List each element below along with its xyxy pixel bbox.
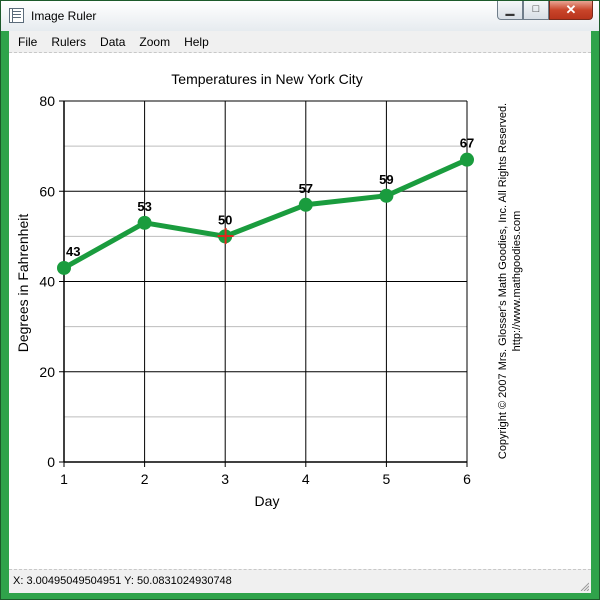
window-controls: ▁ □ ✕ bbox=[497, 1, 593, 21]
data-label: 67 bbox=[460, 136, 474, 151]
chart-axes bbox=[59, 100, 468, 467]
image-canvas[interactable]: 0 20 40 60 80 1 2 3 4 5 6 43 53 50 57 59 67 Temperature… bbox=[9, 53, 591, 569]
tick-labels: 0 20 40 60 80 1 2 3 4 5 6 bbox=[39, 93, 471, 487]
close-icon: ✕ bbox=[565, 2, 577, 17]
y-axis-label: Degrees in Fahrenheit bbox=[15, 214, 31, 353]
x-tick-label: 1 bbox=[60, 471, 68, 487]
x-tick-label: 5 bbox=[383, 471, 391, 487]
data-label: 57 bbox=[299, 181, 313, 196]
menu-rulers[interactable]: Rulers bbox=[51, 34, 87, 49]
y-tick-label: 0 bbox=[47, 454, 55, 470]
y-tick-label: 80 bbox=[39, 93, 55, 109]
data-point bbox=[57, 260, 71, 275]
data-point bbox=[460, 152, 474, 167]
close-button[interactable]: ✕ bbox=[549, 1, 593, 20]
x-tick-label: 6 bbox=[463, 471, 471, 487]
ruler-app-icon bbox=[9, 8, 24, 23]
minimize-button[interactable]: ▁ bbox=[497, 1, 523, 20]
data-point bbox=[137, 215, 152, 230]
x-tick-label: 2 bbox=[141, 471, 149, 487]
y-tick-label: 60 bbox=[39, 183, 55, 199]
data-label: 53 bbox=[137, 199, 151, 214]
y-tick-label: 40 bbox=[39, 274, 55, 290]
x-axis-label: Day bbox=[255, 493, 280, 509]
menu-bar: File Rulers Data Zoom Help bbox=[9, 31, 591, 53]
data-labels: 43 53 50 57 59 67 bbox=[66, 136, 474, 259]
minor-gridlines bbox=[64, 145, 467, 418]
y-tick-label: 20 bbox=[39, 364, 55, 380]
major-gridlines bbox=[64, 100, 468, 462]
maximize-button[interactable]: □ bbox=[523, 1, 549, 20]
line-chart: 0 20 40 60 80 1 2 3 4 5 6 43 53 50 57 59 67 Temperature… bbox=[15, 71, 523, 509]
status-bar: X: 3.00495049504951 Y: 50.0831024930748 bbox=[9, 569, 591, 593]
data-label: 59 bbox=[379, 172, 393, 187]
data-label: 50 bbox=[218, 212, 232, 227]
title-bar[interactable]: Image Ruler ▁ □ ✕ bbox=[1, 1, 599, 31]
window-title: Image Ruler bbox=[31, 9, 97, 23]
cursor-crosshair bbox=[217, 228, 234, 244]
minimize-icon: ▁ bbox=[505, 4, 515, 16]
maximize-icon: □ bbox=[532, 3, 540, 15]
menu-file[interactable]: File bbox=[18, 34, 38, 49]
data-points bbox=[57, 152, 474, 275]
coordinate-readout: X: 3.00495049504951 Y: 50.0831024930748 bbox=[13, 575, 232, 587]
resize-grip-icon[interactable] bbox=[579, 581, 589, 591]
data-label: 43 bbox=[66, 244, 80, 259]
menu-help[interactable]: Help bbox=[184, 34, 209, 49]
x-tick-label: 3 bbox=[221, 471, 229, 487]
data-point bbox=[379, 188, 394, 203]
copyright-url: http://www.mathgoodies.com bbox=[511, 211, 523, 352]
menu-zoom[interactable]: Zoom bbox=[139, 34, 171, 49]
menu-data[interactable]: Data bbox=[100, 34, 126, 49]
data-point bbox=[298, 197, 313, 212]
temperature-series bbox=[61, 157, 470, 271]
x-tick-label: 4 bbox=[302, 471, 310, 487]
copyright-text: Copyright © 2007 Mrs. Glosser's Math Goo… bbox=[497, 103, 509, 459]
chart-title: Temperatures in New York City bbox=[171, 71, 362, 87]
series-line bbox=[61, 157, 470, 271]
